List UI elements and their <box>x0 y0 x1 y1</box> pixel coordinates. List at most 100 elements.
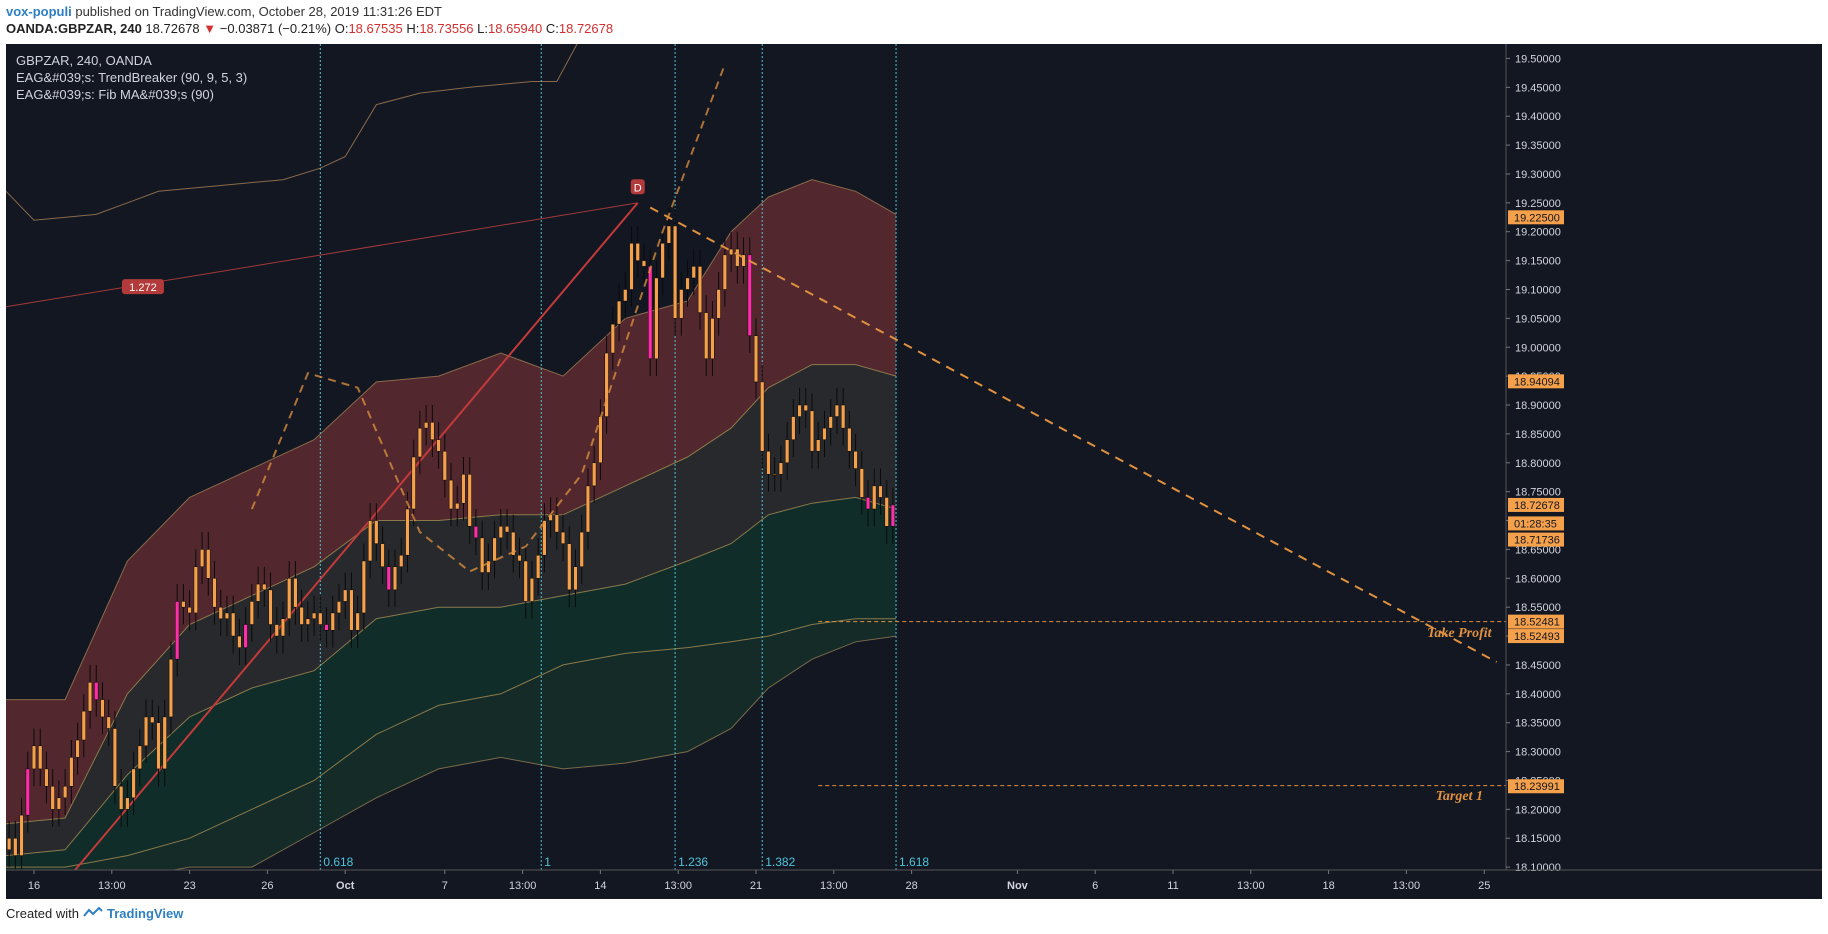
fib-time-label-1: 1 <box>544 855 551 869</box>
y-tick-label: 19.05000 <box>1515 313 1561 325</box>
candle-body <box>206 549 211 579</box>
candle <box>604 335 609 434</box>
candle-body <box>679 289 684 319</box>
candle-body <box>803 404 808 412</box>
candle-body <box>50 785 55 810</box>
candle-body <box>75 739 80 758</box>
y-tick-label: 19.00000 <box>1515 342 1561 354</box>
candle <box>430 405 435 457</box>
candle-body <box>436 439 441 452</box>
y-tick-label: 19.15000 <box>1515 256 1561 268</box>
candle-body <box>504 526 510 533</box>
footer: Created with TradingView <box>6 906 183 921</box>
candle <box>392 549 398 608</box>
candle <box>679 272 684 336</box>
candle <box>125 780 130 827</box>
candle-body <box>299 606 304 625</box>
change-arrow: ▼ <box>203 21 217 36</box>
candle <box>772 457 777 492</box>
candle-body <box>367 520 373 562</box>
candle-body <box>616 300 622 325</box>
candle <box>299 589 304 642</box>
candle-body <box>467 474 472 527</box>
candle-body <box>797 404 802 417</box>
last-price: 18.72678 <box>145 21 200 36</box>
candle-body <box>859 468 864 498</box>
candle <box>31 728 37 787</box>
candle-body <box>336 601 342 614</box>
candle-body <box>592 462 597 487</box>
candle <box>504 508 510 550</box>
y-tick-label: 18.45000 <box>1515 660 1561 672</box>
candle <box>492 520 497 579</box>
x-tick-label: Oct <box>336 880 355 892</box>
candle <box>766 433 771 492</box>
green-band <box>6 497 896 868</box>
band-mid-low-line <box>6 496 897 857</box>
x-tick-label: 13:00 <box>98 880 126 892</box>
y-tick-label: 18.75000 <box>1515 487 1561 499</box>
candle-body <box>778 462 784 475</box>
published-text: published on TradingView.com, October 28… <box>75 4 442 19</box>
candle-body <box>461 474 466 504</box>
candle-body <box>610 323 615 354</box>
fib-time-label-4: 1.618 <box>899 855 929 869</box>
candle-body <box>268 589 273 625</box>
candle <box>542 503 547 573</box>
candle <box>181 584 186 625</box>
price-label-text: 18.52493 <box>1514 631 1560 643</box>
x-tick-label: 25 <box>1478 880 1490 892</box>
candle <box>728 231 734 273</box>
chart-area[interactable]: 0.618 1 1.236 1.382 1.618 D 1.272 Take Profit Ta… <box>6 44 1822 899</box>
candle-body <box>785 439 790 464</box>
candle-body <box>685 277 690 290</box>
candle-body <box>193 566 198 614</box>
candle-body <box>324 624 329 631</box>
candle-body <box>112 728 118 787</box>
candle-body <box>890 504 896 527</box>
candle <box>685 260 690 307</box>
candle <box>473 508 479 556</box>
candle <box>448 462 454 527</box>
candle-body <box>243 624 248 648</box>
price-label-text: 18.71736 <box>1514 535 1560 547</box>
candle-body <box>791 416 796 440</box>
candle <box>635 225 640 278</box>
candle <box>822 410 827 457</box>
candle <box>44 751 49 804</box>
candle-body <box>399 554 404 567</box>
chart-canvas[interactable]: 0.618 1 1.236 1.382 1.618 D 1.272 Take Profit Ta… <box>6 44 1822 899</box>
author-link[interactable]: vox-populi <box>6 4 72 19</box>
candle <box>853 433 858 486</box>
tradingview-brand[interactable]: TradingView <box>106 906 184 921</box>
candle <box>206 532 211 596</box>
candle-body <box>318 612 323 625</box>
candle <box>81 693 86 758</box>
candle-body <box>63 785 68 799</box>
candle <box>785 422 790 481</box>
y-tick-label: 18.35000 <box>1515 718 1561 730</box>
legend-title: GBPZAR, 240, OANDA <box>16 53 152 68</box>
candle-body <box>330 612 335 631</box>
price-label-box <box>1508 497 1564 512</box>
candle <box>797 387 802 434</box>
legend-indicator-trendbreaker[interactable]: EAG&#039;s: TrendBreaker (90, 9, 5, 3) <box>16 70 248 85</box>
candle <box>156 705 161 787</box>
price-change: −0.03871 (−0.21%) <box>219 21 332 36</box>
legend-indicator-fib-ma[interactable]: EAG&#039;s: Fib MA&#039;s (90) <box>16 87 214 102</box>
candle <box>224 595 230 637</box>
candle <box>424 405 429 446</box>
candle-body <box>87 682 93 712</box>
candle <box>828 399 833 446</box>
candle <box>94 664 99 717</box>
candle-body <box>69 757 74 787</box>
candle <box>193 549 198 631</box>
candle-body <box>361 560 367 614</box>
candle <box>660 225 665 296</box>
candle-body <box>374 520 379 544</box>
candle-body <box>280 618 286 637</box>
candle-body <box>349 589 354 631</box>
candle-body <box>629 243 634 290</box>
candle <box>579 514 584 585</box>
candle-body <box>872 485 877 510</box>
